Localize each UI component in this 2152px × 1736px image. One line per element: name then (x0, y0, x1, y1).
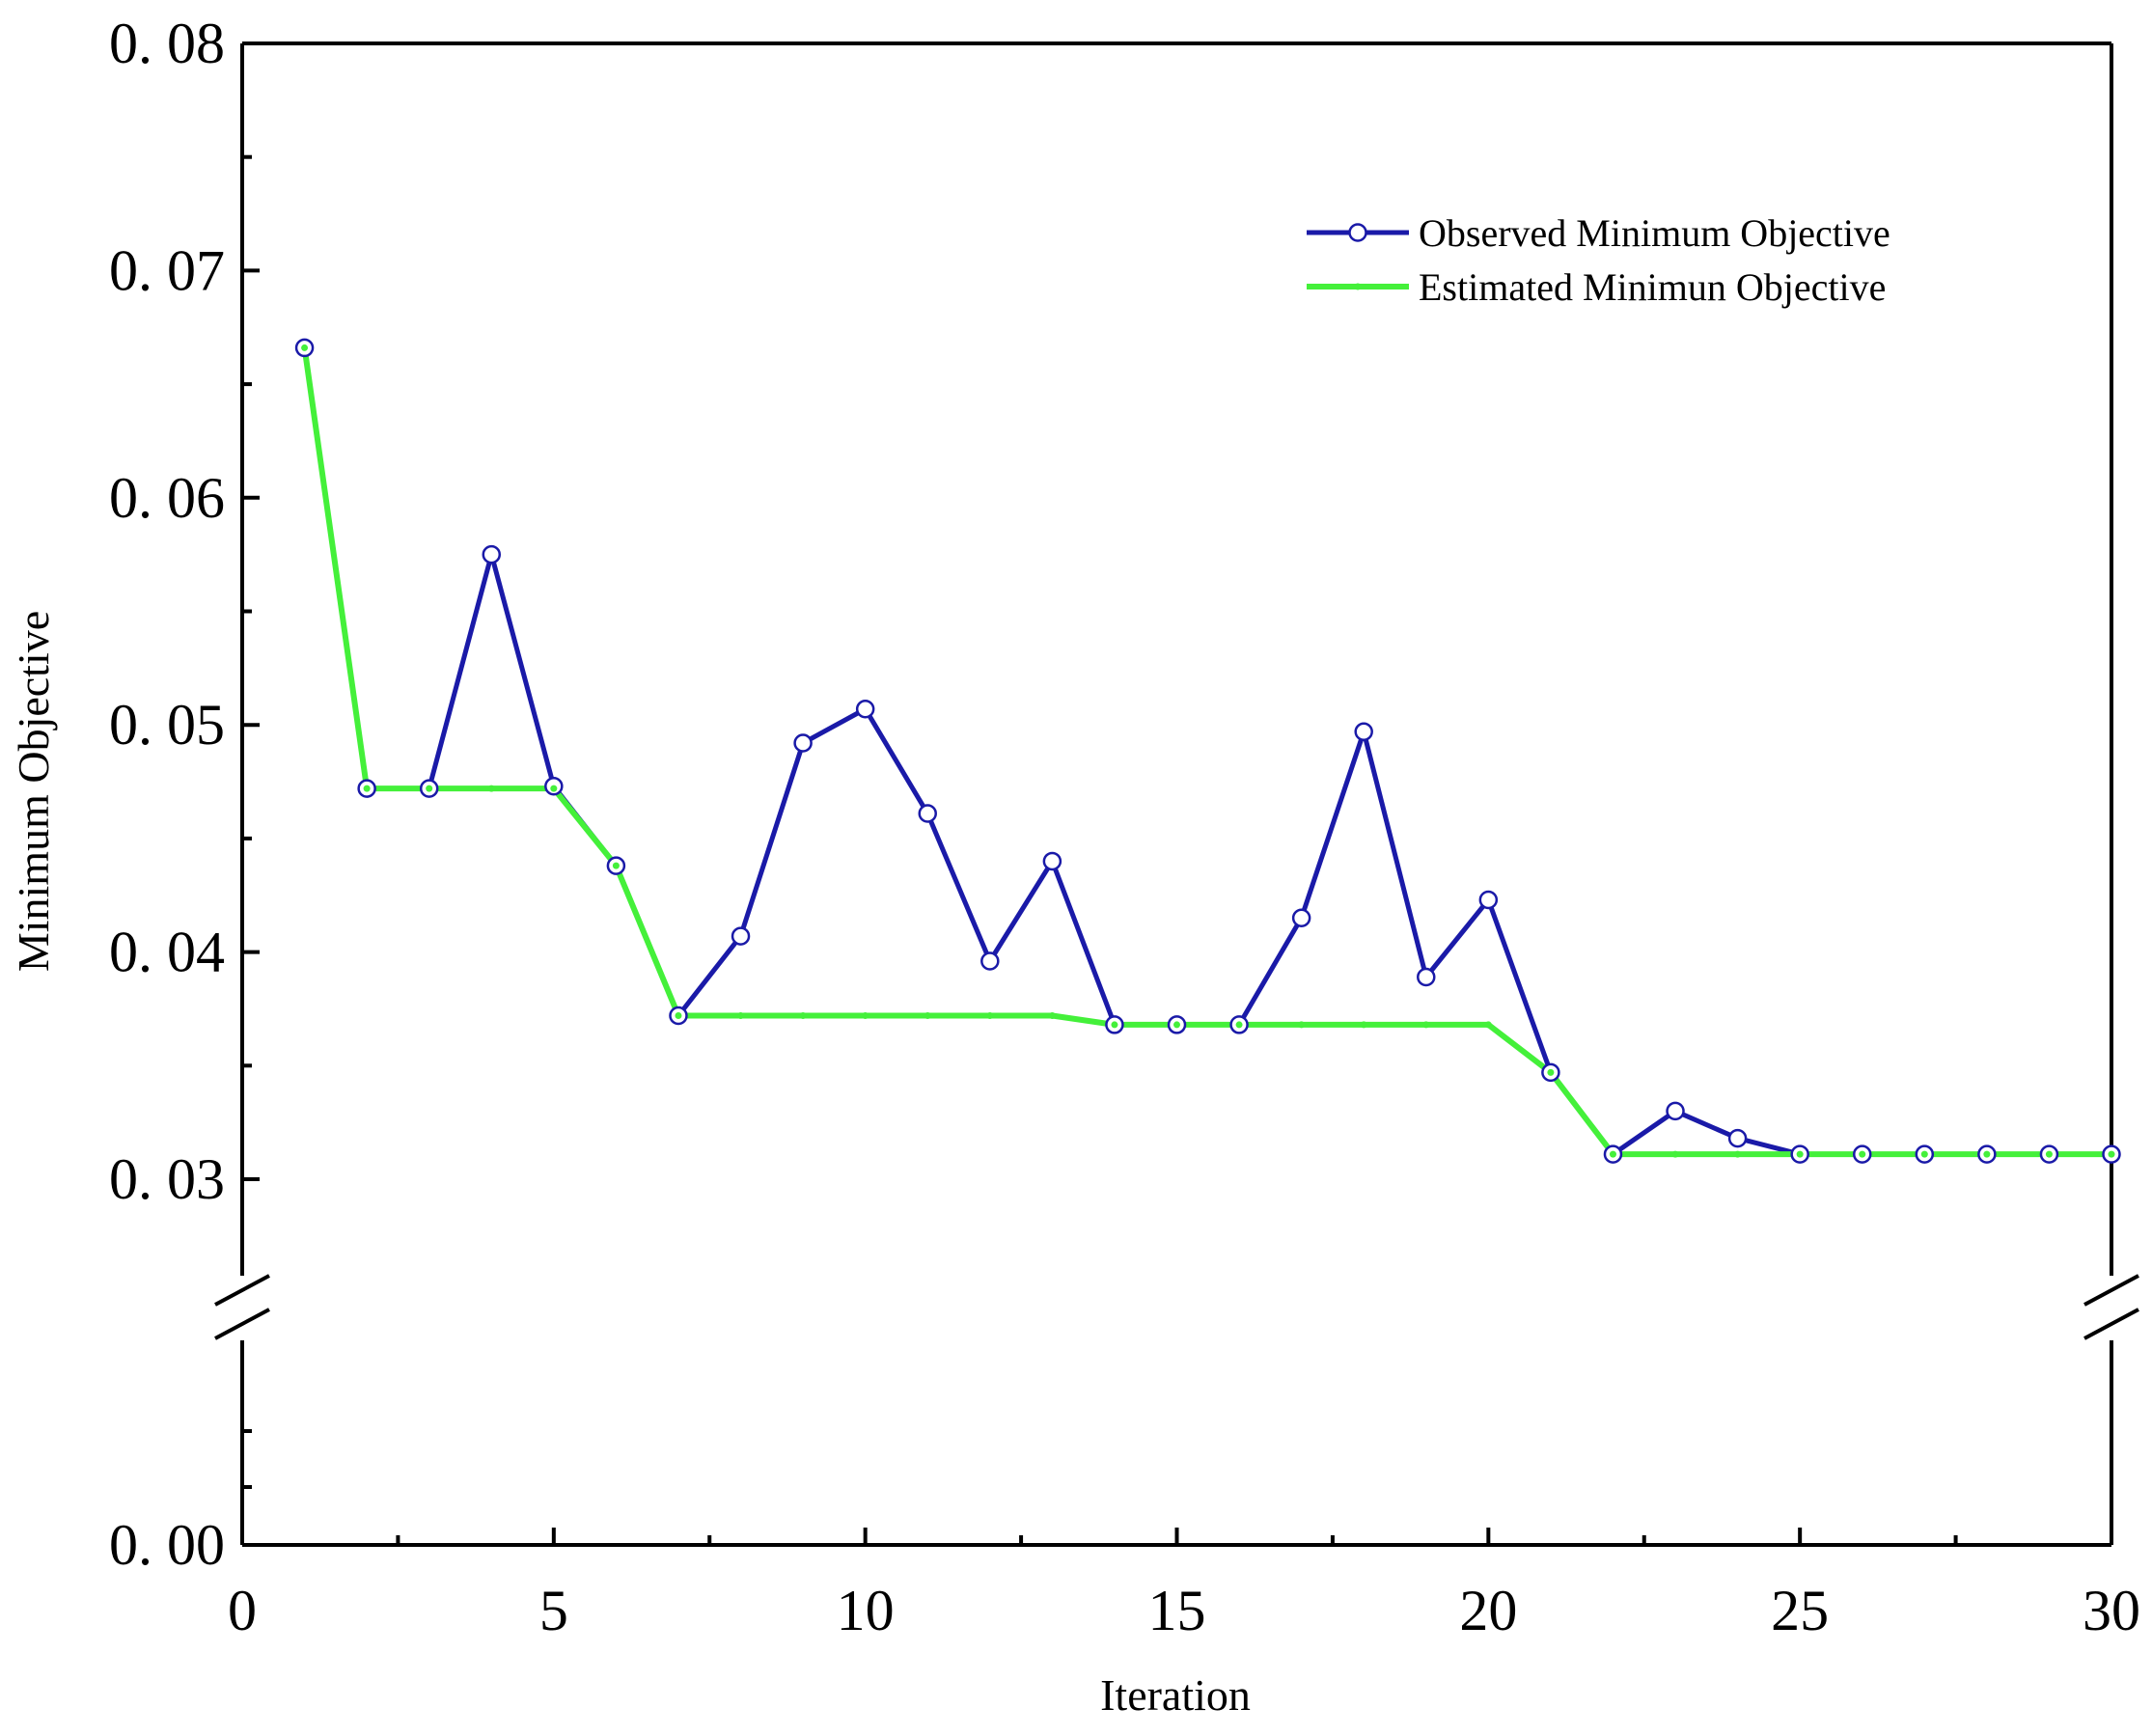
estimated-point (1734, 1150, 1742, 1158)
estimated-point (2108, 1150, 2115, 1158)
estimated-point (1111, 1021, 1118, 1029)
axis-break-mark-right-upper (2083, 1274, 2139, 1307)
y-tick-label: 0. 00 (109, 1513, 225, 1577)
y-axis-label: Minimum Objective (9, 611, 58, 972)
estimated-point (2045, 1150, 2053, 1158)
x-tick-label: 25 (1771, 1579, 1829, 1642)
estimated-point (1920, 1150, 1928, 1158)
axis-break-mark-right-lower (2083, 1308, 2139, 1340)
observed-point (1417, 967, 1436, 987)
estimated-point (986, 1012, 994, 1020)
estimated-point (1173, 1021, 1180, 1029)
y-tick-label: 0. 07 (109, 238, 225, 302)
estimated-point (1547, 1068, 1555, 1076)
x-tick-label: 10 (837, 1579, 895, 1642)
observed-series-line (302, 347, 2111, 1157)
estimated-point (1235, 1021, 1243, 1029)
estimated-point (1484, 1021, 1492, 1029)
legend: Observed Minimum Objective Estimated Mini… (1307, 211, 1890, 309)
legend-estimated-label: Estimated Minimun Objective (1419, 265, 1886, 309)
estimated-point (1609, 1150, 1616, 1158)
observed-point (482, 544, 502, 565)
y-tick-label: 0. 04 (109, 921, 225, 984)
estimated-point (426, 785, 433, 792)
x-axis-label: Iteration (1100, 1670, 1251, 1720)
estimated-point (924, 1012, 931, 1020)
estimated-point (363, 785, 371, 792)
estimated-point (1671, 1150, 1679, 1158)
x-tick-label: 0 (228, 1579, 257, 1642)
estimated-point (1796, 1150, 1804, 1158)
estimated-point (487, 785, 495, 792)
estimated-point (301, 344, 309, 351)
x-tick-label: 30 (2083, 1579, 2140, 1642)
legend-estimated-swatch-marker (1354, 283, 1362, 290)
estimated-point (1983, 1150, 1991, 1158)
estimated-point (550, 785, 558, 792)
estimated-point (799, 1012, 807, 1020)
estimated-point (675, 1012, 682, 1020)
ticks: 0. 00 0. 03 0. 04 0. 05 0. 06 0. 07 0. 08 0 5 10 1… (109, 12, 2140, 1642)
observed-point (980, 951, 1000, 971)
legend-observed-label: Observed Minimum Objective (1419, 211, 1890, 255)
series-group (294, 338, 2121, 1164)
observed-point (1042, 851, 1062, 871)
axis-labels: Iteration Minimum Objective (9, 611, 1251, 1720)
observed-point (1478, 890, 1499, 910)
estimated-point (1859, 1150, 1866, 1158)
estimated-point (737, 1012, 745, 1020)
y-tick-label: 0. 03 (109, 1147, 225, 1211)
estimated-point (1422, 1021, 1430, 1029)
observed-point (1354, 722, 1373, 742)
axis-break-mark-left-upper (214, 1274, 270, 1307)
estimated-point (862, 1012, 869, 1020)
observed-point (1666, 1101, 1685, 1121)
estimated-point (612, 862, 620, 869)
x-tick-label: 20 (1459, 1579, 1517, 1642)
y-tick-label: 0. 08 (109, 12, 225, 75)
axis-break-mark-left-lower (214, 1308, 270, 1340)
estimated-series-line (301, 346, 2111, 1158)
observed-point (1291, 908, 1311, 928)
y-tick-label: 0. 05 (109, 693, 225, 757)
estimated-point (1298, 1021, 1306, 1029)
observed-point (855, 699, 875, 719)
estimated-point (1048, 1012, 1056, 1020)
x-tick-label: 15 (1148, 1579, 1206, 1642)
observed-point (1727, 1128, 1748, 1148)
observed-point (793, 733, 813, 753)
x-tick-label: 5 (539, 1579, 568, 1642)
estimated-point (1360, 1021, 1367, 1029)
observed-point (731, 926, 751, 946)
observed-point (918, 804, 937, 823)
legend-observed-swatch-marker (1348, 223, 1367, 242)
y-tick-label: 0. 06 (109, 466, 225, 530)
